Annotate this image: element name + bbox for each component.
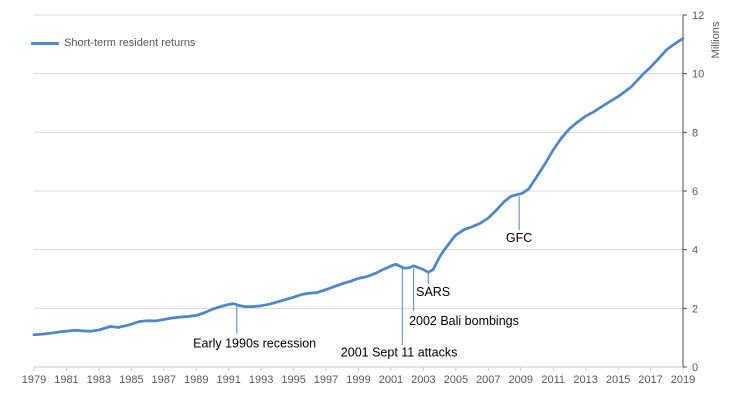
x-axis-tick-label: 1999 bbox=[346, 374, 370, 386]
annotation-label: 2002 Bali bombings bbox=[409, 314, 519, 328]
x-axis-tick-label: 1979 bbox=[22, 374, 46, 386]
legend-line-sample-icon bbox=[31, 41, 59, 45]
legend: Short-term resident returns bbox=[31, 37, 195, 49]
y-axis-tick-label: 10 bbox=[692, 69, 704, 81]
annotation-label: GFC bbox=[506, 231, 532, 245]
series-line bbox=[32, 37, 685, 337]
y-axis-tick-label: 12 bbox=[692, 10, 704, 22]
x-axis-tick-label: 2013 bbox=[573, 374, 597, 386]
x-axis-tick-label: 1983 bbox=[87, 374, 111, 386]
x-axis-tick-label: 1987 bbox=[152, 374, 176, 386]
annotation-label: Early 1990s recession bbox=[193, 336, 316, 350]
x-axis-tick-label: 1991 bbox=[216, 374, 240, 386]
x-axis-tick-label: 2015 bbox=[606, 374, 630, 386]
y-axis-tick-label: 4 bbox=[692, 245, 698, 257]
x-axis-tick-label: 1989 bbox=[184, 374, 208, 386]
x-axis-tick-label: 2003 bbox=[411, 374, 435, 386]
y-axis-title: Millions bbox=[710, 21, 722, 59]
x-axis-tick-label: 2011 bbox=[541, 374, 565, 386]
annotation-label: 2001 Sept 11 attacks bbox=[341, 346, 458, 360]
x-axis-tick-label: 1995 bbox=[281, 374, 305, 386]
x-axis-tick-label: 1981 bbox=[54, 374, 78, 386]
x-axis-tick-label: 2009 bbox=[509, 374, 533, 386]
annotation-label: SARS bbox=[416, 285, 450, 299]
x-axis-tick-label: 2005 bbox=[444, 374, 468, 386]
y-axis-tick-label: 8 bbox=[692, 127, 698, 139]
x-axis-tick-label: 2017 bbox=[638, 374, 662, 386]
x-axis-tick-label: 2007 bbox=[476, 374, 500, 386]
x-axis-tick-label: 1993 bbox=[249, 374, 273, 386]
x-axis-tick-label: 2001 bbox=[379, 374, 403, 386]
x-axis-tick-label: 2019 bbox=[671, 374, 695, 386]
x-axis-tick-label: 1985 bbox=[119, 374, 143, 386]
y-axis-tick-label: 0 bbox=[692, 362, 698, 374]
y-axis-tick-label: 2 bbox=[692, 303, 698, 315]
x-axis-tick-label: 1997 bbox=[314, 374, 338, 386]
legend-label: Short-term resident returns bbox=[64, 37, 196, 49]
y-axis-tick-label: 6 bbox=[692, 186, 698, 198]
